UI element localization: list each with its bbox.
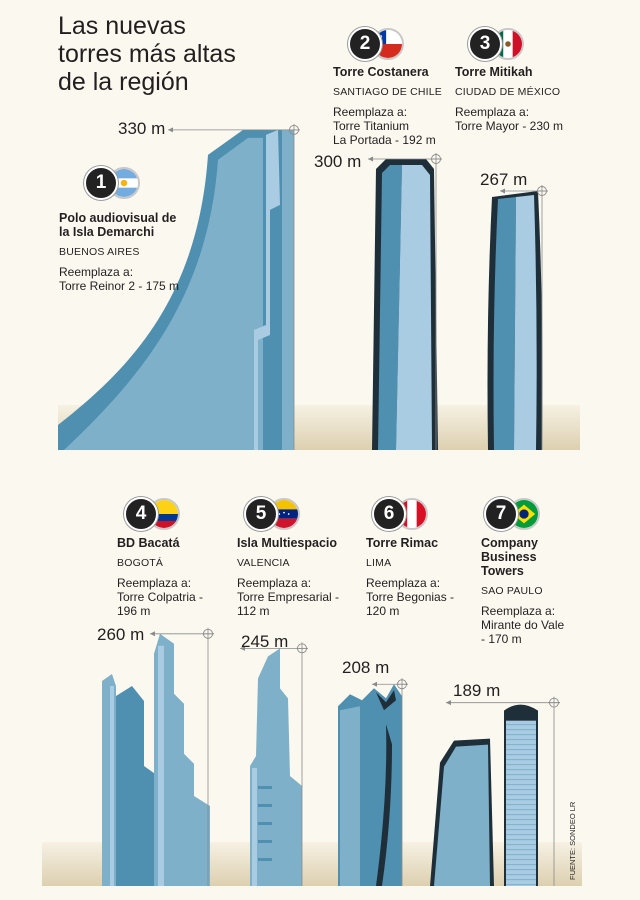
- tower-info-2: Torre Costanera SANTIAGO DE CHILE Reempl…: [333, 65, 442, 147]
- tower-name: Isla Multiespacio: [237, 536, 338, 550]
- tower-info-1: Polo audiovisual de la Isla Demarchi BUEN…: [59, 211, 179, 293]
- tower-name: BD Bacatá: [117, 536, 180, 550]
- tower-bar-5: [250, 648, 302, 886]
- replaces-value: Torre Reinor 2 - 175 m: [59, 279, 180, 293]
- tower-info-4: BD Bacatá BOGOTÁ Reemplaza a: Torre Colp…: [117, 536, 203, 618]
- replaces-value: 112 m: [237, 604, 270, 618]
- tower-city: BUENOS AIRES: [59, 246, 140, 258]
- mexico-flag-icon: [492, 28, 524, 60]
- tower-name: Polo audiovisual de la Isla Demarchi: [59, 211, 177, 239]
- title-line: torres más altas: [58, 40, 236, 68]
- tower-info-3: Torre Mitikah CIUDAD DE MÉXICO Reemplaza…: [455, 65, 563, 133]
- replaces-value: Torre Colpatria -: [117, 590, 204, 604]
- tower-face-3: [493, 197, 516, 450]
- height-label-6: 208 m: [342, 658, 390, 677]
- rank-badge-3: 3: [468, 27, 526, 61]
- tower-name: Torre Costanera: [333, 65, 429, 79]
- replaces-value: Torre Titanium: [333, 119, 410, 133]
- tower-block-4a: [116, 686, 158, 886]
- replaces-value: 196 m: [117, 604, 151, 618]
- height-label-2: 300 m: [314, 152, 362, 171]
- replaces-label: Reemplaza a:: [237, 576, 312, 590]
- replaces-value: 120 m: [366, 604, 400, 618]
- tower-block-4b: [154, 633, 210, 886]
- tower-info-5: Isla Multiespacio VALENCIA Reemplaza a: …: [237, 536, 339, 618]
- tower-info-7: Company Business Towers SAO PAULO Reemplaz…: [481, 536, 564, 646]
- height-label-7: 189 m: [453, 681, 501, 700]
- rank-number: 4: [124, 497, 158, 531]
- rank-badge-5: 5: [244, 497, 302, 531]
- tower-top-6: [376, 690, 396, 711]
- tower-city: LIMA: [366, 557, 392, 569]
- tower-face-7b: [506, 720, 536, 886]
- tower-face-2: [378, 165, 402, 450]
- replaces-value: Torre Empresarial -: [237, 590, 340, 604]
- tower-city: VALENCIA: [237, 557, 290, 569]
- height-label-1: 330 m: [118, 119, 166, 138]
- tower-facet-6: [376, 724, 392, 886]
- rank-number: 7: [484, 497, 518, 531]
- tower-info-6: Torre Rimac LIMA Reemplaza a: Torre Bego…: [366, 536, 454, 618]
- replaces-value: Torre Begonias -: [366, 590, 455, 604]
- height-label-5: 245 m: [241, 632, 289, 651]
- replaces-value: - 170 m: [481, 632, 522, 646]
- height-label-3: 267 m: [480, 170, 528, 189]
- tower-city: CIUDAD DE MÉXICO: [455, 86, 561, 98]
- rank-number: 3: [468, 27, 502, 61]
- source-note: FUENTE: SONDEO LR: [568, 801, 577, 880]
- tower-city: SANTIAGO DE CHILE: [333, 86, 443, 98]
- rank-badge-2: 2: [348, 27, 406, 61]
- rank-number: 6: [372, 497, 406, 531]
- tower-city: SAO PAULO: [481, 585, 543, 597]
- tower-face-1: [64, 137, 263, 450]
- height-arrow-1: [168, 127, 173, 133]
- tower-face-7a: [434, 744, 490, 886]
- replaces-label: Reemplaza a:: [366, 576, 441, 590]
- tower-face-6: [340, 706, 360, 886]
- replaces-label: Reemplaza a:: [333, 105, 408, 119]
- height-arrow-7: [446, 700, 451, 706]
- title-line: de la región: [58, 68, 189, 96]
- rank-badge-4: 4: [124, 497, 182, 531]
- tower-window-5: [258, 840, 272, 843]
- replaces-label: Reemplaza a:: [117, 576, 192, 590]
- tower-name: Torre Mitikah: [455, 65, 533, 79]
- tower-glass-3: [514, 195, 537, 450]
- tower-edge-4b: [110, 686, 114, 886]
- tower-window-5: [258, 822, 272, 825]
- tower-edge-1: [282, 129, 294, 450]
- tower-window-5: [258, 858, 272, 861]
- tower-glass-2: [396, 165, 432, 450]
- rank-badge-7: 7: [484, 497, 542, 531]
- rank-number: 1: [84, 166, 118, 200]
- title-line: Las nuevas: [58, 12, 186, 40]
- tower-window-5: [258, 804, 272, 807]
- page-title: Las nuevas torres más altas de la región: [58, 12, 318, 96]
- height-arrow-5: [240, 645, 245, 651]
- height-arrow-3: [500, 188, 505, 194]
- replaces-value: La Portada - 192 m: [333, 133, 436, 147]
- tower-edge-5: [252, 768, 257, 886]
- height-arrow-2: [368, 156, 373, 162]
- rank-number: 5: [244, 497, 278, 531]
- replaces-label: Reemplaza a:: [59, 265, 134, 279]
- rank-number: 2: [348, 27, 382, 61]
- tower-city: BOGOTÁ: [117, 557, 164, 569]
- replaces-label: Reemplaza a:: [455, 105, 530, 119]
- height-arrow-6: [372, 681, 377, 687]
- tower-window-5: [258, 786, 272, 789]
- height-label-4: 260 m: [97, 625, 145, 644]
- replaces-label: Reemplaza a:: [481, 604, 556, 618]
- tower-name: Torre Rimac: [366, 536, 439, 550]
- tower-name: Company Business Towers: [481, 536, 538, 578]
- tower-stripe-1: [254, 129, 280, 450]
- rank-badge-6: 6: [372, 497, 430, 531]
- rank-badge-1: 1: [84, 166, 142, 200]
- tower-edge-4: [158, 645, 164, 886]
- replaces-value: Torre Mayor - 230 m: [455, 119, 564, 133]
- replaces-value: Mirante do Vale: [481, 618, 565, 632]
- height-arrow-4: [150, 631, 155, 637]
